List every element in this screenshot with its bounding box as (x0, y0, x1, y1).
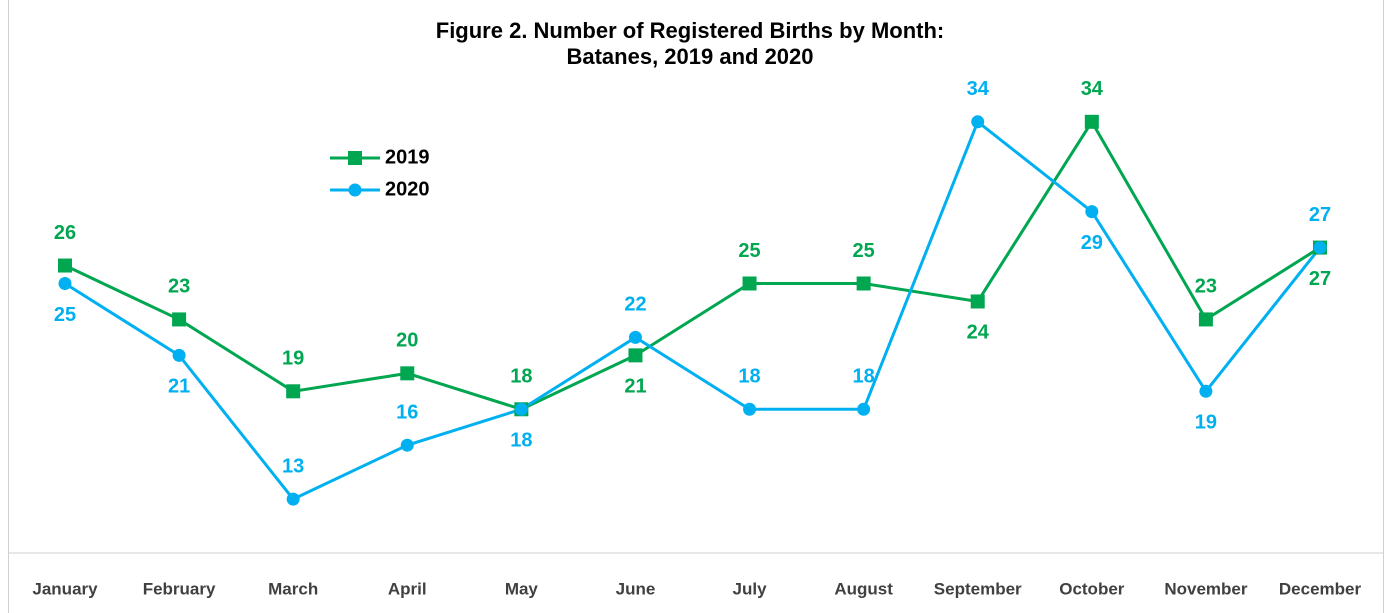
x-tick-label: November (1164, 579, 1248, 598)
marker (628, 330, 642, 344)
data-label: 13 (282, 455, 304, 477)
marker (970, 294, 985, 309)
marker (1084, 114, 1099, 129)
data-label: 24 (967, 322, 990, 344)
marker (628, 348, 643, 363)
marker (856, 276, 871, 291)
data-label: 23 (1195, 276, 1217, 298)
x-tick-label: June (616, 579, 656, 598)
data-label: 21 (168, 376, 190, 398)
x-tick-label: October (1059, 579, 1125, 598)
chart-frame (8, 0, 1384, 613)
data-label: 34 (1081, 78, 1104, 100)
data-label: 18 (510, 366, 532, 388)
data-label: 29 (1081, 232, 1103, 254)
data-label: 27 (1309, 268, 1331, 290)
marker (742, 276, 757, 291)
marker (58, 277, 72, 290)
chart-title: Figure 2. Number of Registered Births by… (436, 18, 944, 43)
marker (348, 151, 362, 165)
data-label: 26 (54, 222, 76, 244)
data-label: 34 (967, 78, 990, 100)
data-label: 21 (624, 376, 646, 398)
marker (743, 402, 757, 416)
data-label: 16 (396, 401, 418, 423)
marker (286, 384, 301, 399)
marker (286, 492, 300, 506)
data-label: 20 (396, 330, 418, 352)
data-label: 18 (510, 430, 532, 452)
marker (1085, 205, 1099, 219)
data-label: 22 (624, 294, 646, 316)
marker (971, 115, 985, 129)
x-tick-label: December (1279, 579, 1362, 598)
data-label: 23 (168, 276, 190, 298)
x-tick-label: July (733, 579, 768, 598)
line (64, 118, 1321, 411)
legend-label: 2020 (385, 178, 430, 200)
x-tick-label: March (268, 579, 318, 598)
x-tick-label: January (32, 579, 98, 598)
x-tick-label: February (143, 579, 216, 598)
marker (400, 366, 415, 381)
marker (172, 348, 186, 362)
marker (514, 402, 528, 416)
data-label: 25 (738, 240, 760, 262)
legend-label: 2019 (385, 146, 430, 168)
x-tick-label: April (388, 579, 427, 598)
marker (348, 183, 362, 197)
x-tick-label: September (934, 579, 1022, 598)
data-label: 25 (853, 240, 875, 262)
marker (400, 438, 414, 452)
line (64, 119, 1322, 501)
data-label: 19 (282, 348, 304, 370)
marker (1199, 384, 1213, 398)
data-label: 19 (1195, 412, 1217, 434)
data-label: 25 (54, 304, 76, 326)
marker (58, 258, 72, 273)
data-label: 27 (1309, 204, 1331, 226)
marker (857, 402, 871, 416)
x-tick-label: May (505, 579, 539, 598)
chart-title: Batanes, 2019 and 2020 (566, 44, 813, 69)
marker (172, 312, 187, 327)
data-label: 18 (853, 366, 875, 388)
data-label: 18 (738, 366, 760, 388)
marker (1198, 312, 1213, 327)
marker (1313, 241, 1327, 255)
x-tick-label: August (834, 579, 893, 598)
